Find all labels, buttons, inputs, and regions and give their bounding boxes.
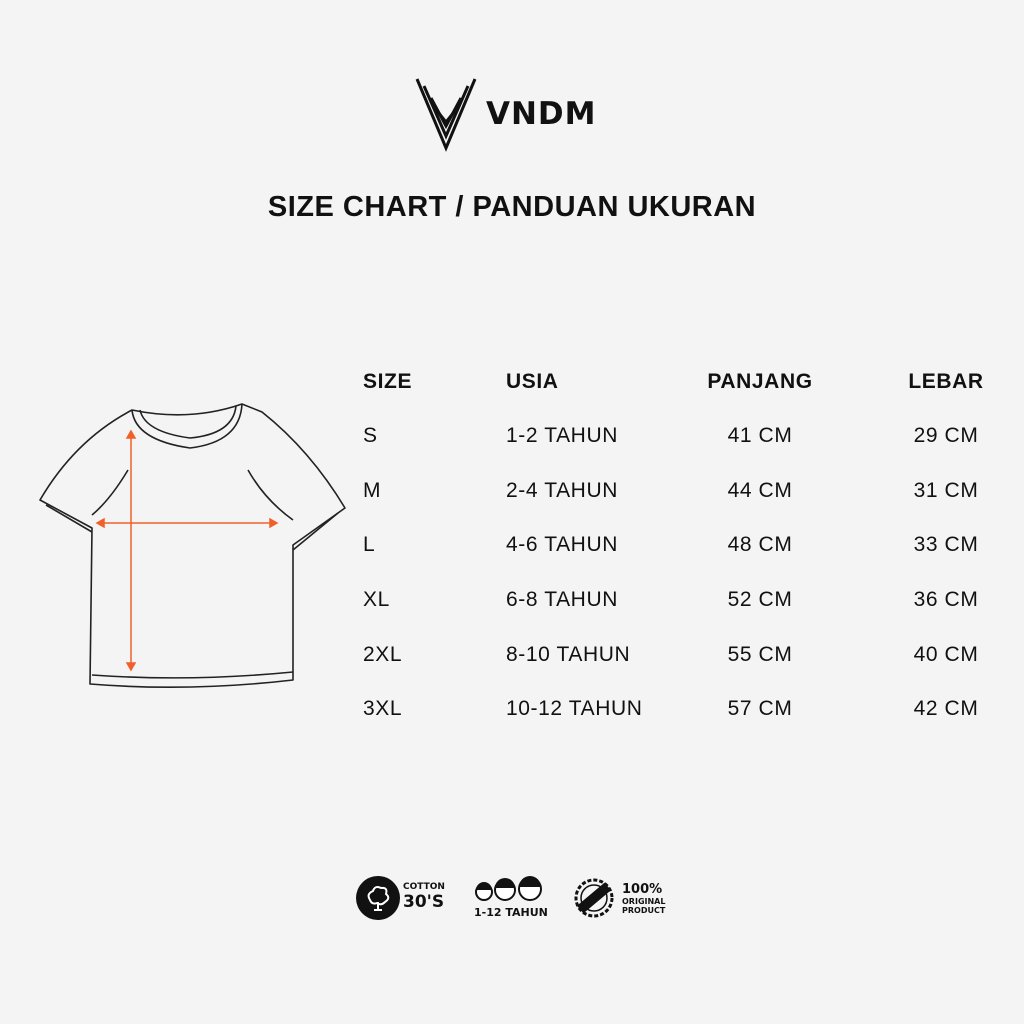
width-cell: 33 CM [913,533,979,556]
age-cell: 1-2 TAHUN [506,424,618,447]
length-cell: 55 CM [727,643,793,666]
brand-name: VNDM [486,96,597,132]
age-cell: 6-8 TAHUN [506,588,618,611]
width-cell: 42 CM [913,697,979,720]
original-badge: 100% ORIGINAL PRODUCT [572,876,672,922]
age-cell: 4-6 TAHUN [506,533,618,556]
header-size: SIZE [363,370,413,393]
size-cell: S [363,424,378,447]
measurement-arrows [95,429,279,672]
width-cell: 36 CM [913,588,979,611]
size-cell: 3XL [363,697,403,720]
original-percent: 100% [622,882,663,897]
size-cell: 2XL [363,643,403,666]
age-cell: 10-12 TAHUN [506,697,643,720]
original-stamp-icon [574,878,614,918]
size-cell: L [363,533,376,556]
age-badge: 1-12 TAHUN [474,876,554,920]
header-usia: USIA [506,370,559,393]
age-label: 1-12 TAHUN [474,906,548,919]
size-cell: XL [363,588,390,611]
product-label: PRODUCT [622,906,666,915]
width-cell: 29 CM [913,424,979,447]
cotton-label: COTTON [403,882,445,892]
size-cell: M [363,479,382,502]
cotton-icon [356,876,400,920]
page-title: SIZE CHART / PANDUAN UKURAN [267,191,757,223]
width-cell: 31 CM [913,479,979,502]
tshirt-diagram [39,403,346,688]
length-cell: 57 CM [727,697,793,720]
length-cell: 44 CM [727,479,793,502]
width-cell: 40 CM [913,643,979,666]
length-cell: 41 CM [727,424,793,447]
cotton-badge: COTTON 30'S [356,876,456,920]
header-panjang: PANJANG [707,370,813,393]
cotton-count: 30'S [403,892,445,912]
age-cell: 2-4 TAHUN [506,479,618,502]
length-cell: 48 CM [727,533,793,556]
vndm-logo-icon [415,78,477,152]
age-cell: 8-10 TAHUN [506,643,631,666]
original-label: ORIGINAL [622,897,666,906]
header-lebar: LEBAR [908,370,984,393]
kids-faces-icon [475,876,542,901]
length-cell: 52 CM [727,588,793,611]
